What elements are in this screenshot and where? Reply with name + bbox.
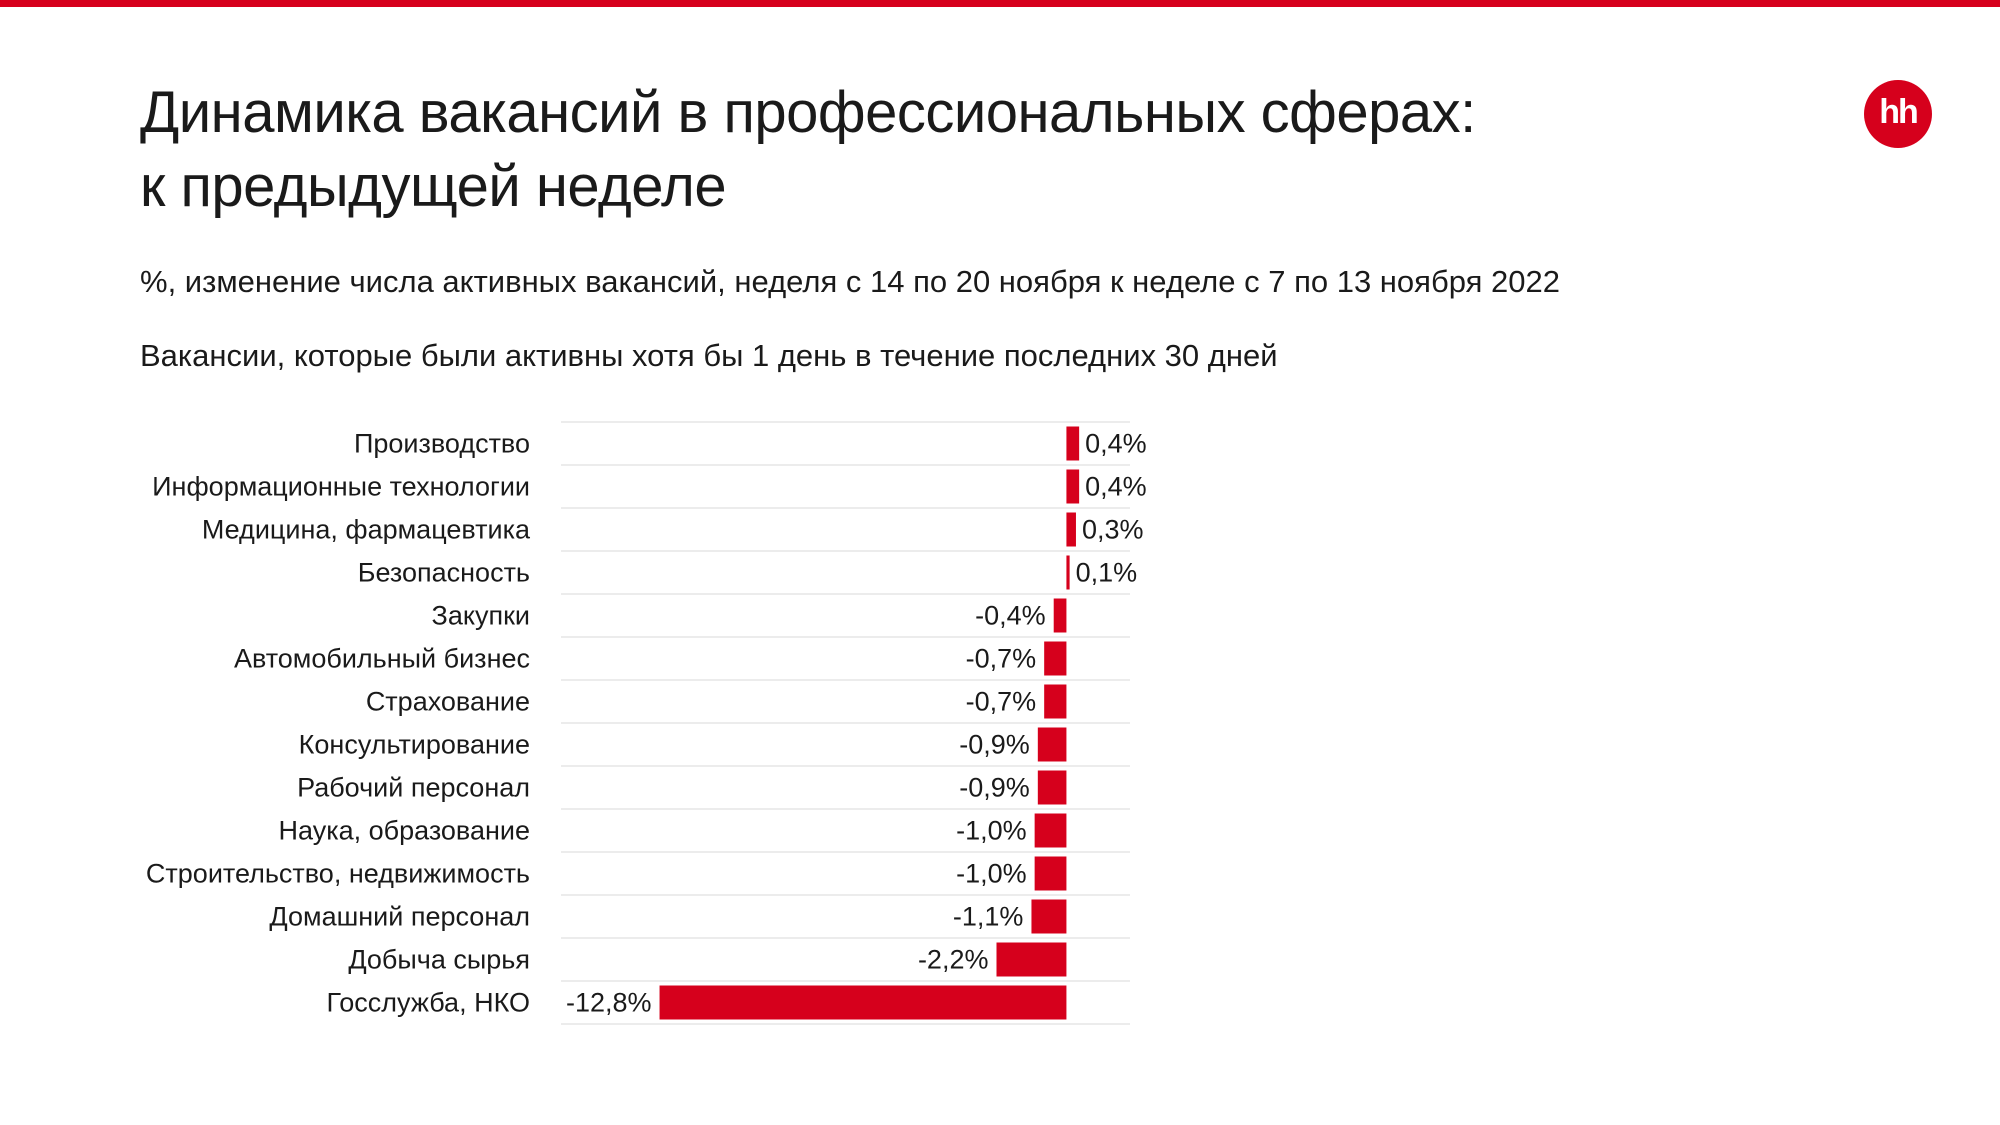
category-label: Рабочий персонал — [297, 773, 530, 803]
bar — [1066, 512, 1076, 547]
chart-subtitle: %, изменение числа активных вакансий, не… — [140, 264, 1560, 299]
category-label: Медицина, фармацевтика — [202, 515, 531, 545]
category-label: Госслужба, НКО — [326, 988, 530, 1018]
hh-logo: hh — [1864, 80, 1932, 148]
value-label: -0,7% — [966, 644, 1037, 674]
bar — [1066, 555, 1070, 590]
value-label: -1,0% — [956, 859, 1027, 889]
value-label: -12,8% — [566, 988, 652, 1018]
top-accent-stripe — [0, 0, 2000, 7]
value-label: -0,9% — [959, 730, 1030, 760]
value-label: -0,9% — [959, 773, 1030, 803]
bar — [1037, 727, 1067, 762]
value-label: -2,2% — [918, 945, 989, 975]
category-label: Автомобильный бизнес — [234, 644, 530, 674]
category-label: Домашний персонал — [269, 902, 530, 932]
value-label: -0,4% — [975, 601, 1046, 631]
page-title: Динамика вакансий в профессиональных сфе… — [140, 76, 1740, 224]
category-label: Информационные технологии — [152, 472, 530, 502]
bar — [1044, 641, 1067, 676]
category-label: Консультирование — [299, 730, 530, 760]
value-label: 0,4% — [1085, 429, 1147, 459]
bar — [1034, 856, 1067, 891]
category-label: Добыча сырья — [348, 945, 530, 975]
category-label: Безопасность — [358, 558, 530, 588]
bar — [659, 985, 1067, 1020]
value-label: 0,3% — [1082, 515, 1144, 545]
bar — [1044, 684, 1067, 719]
bar — [1053, 598, 1067, 633]
value-label: 0,4% — [1085, 472, 1147, 502]
value-label: -1,0% — [956, 816, 1027, 846]
value-label: -0,7% — [966, 687, 1037, 717]
value-label: 0,1% — [1076, 558, 1138, 588]
category-label: Строительство, недвижимость — [146, 859, 530, 889]
category-label: Страхование — [366, 687, 530, 717]
bar — [1031, 899, 1067, 934]
bar — [1066, 426, 1080, 461]
chart-note: Вакансии, которые были активны хотя бы 1… — [140, 338, 1278, 373]
value-label: -1,1% — [953, 902, 1024, 932]
bar — [1037, 770, 1067, 805]
bar — [1034, 813, 1067, 848]
bar — [996, 942, 1067, 977]
category-label: Закупки — [432, 601, 530, 631]
title-line-2: к предыдущей неделе — [140, 154, 727, 219]
bar — [1066, 469, 1080, 504]
category-label: Наука, образование — [278, 816, 530, 846]
category-label: Производство — [354, 429, 530, 459]
hh-logo-text: hh — [1879, 93, 1919, 131]
title-line-1: Динамика вакансий в профессиональных сфе… — [140, 80, 1476, 145]
